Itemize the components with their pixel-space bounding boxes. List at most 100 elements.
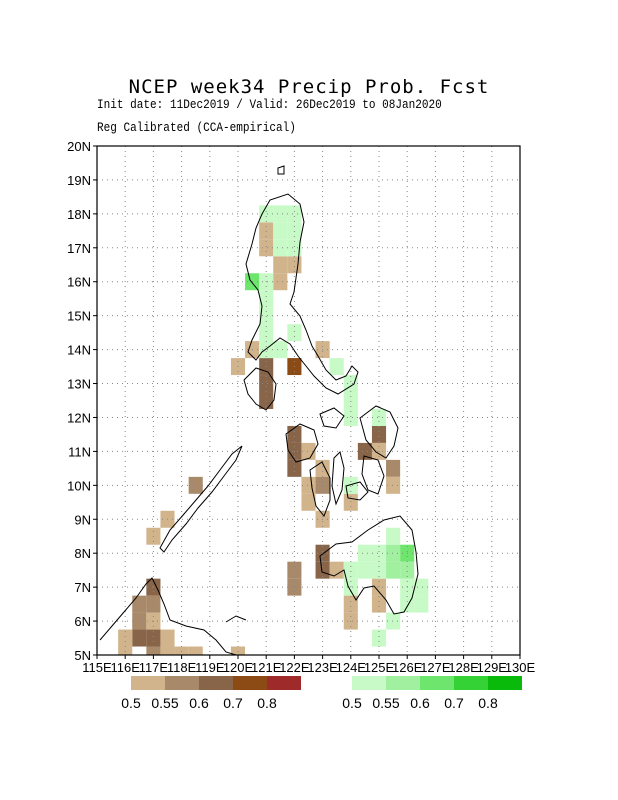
wet-probability-cell [371, 408, 387, 426]
dry-colorbar-label: 0.5 [121, 695, 141, 711]
coastline-mindoro [243, 367, 277, 411]
wet-probability-cell [329, 358, 344, 376]
lon-tick-label: 126E [392, 660, 423, 675]
wet-probability-cell [259, 307, 274, 325]
lon-tick-label: 127E [420, 660, 451, 675]
dry-probability-cell [287, 578, 302, 596]
wet-probability-cell [287, 205, 302, 223]
dry-probability-cell [386, 476, 401, 494]
wet-probability-cell [400, 561, 415, 579]
dry-probability-cell [230, 646, 246, 655]
wet-probability-cell [287, 239, 302, 257]
wet-colorbar-label: 0.6 [410, 695, 430, 711]
dry-probability-cell [132, 595, 147, 613]
wet-colorbar-label: 0.5 [342, 695, 362, 711]
lat-tick-label: 7N [74, 580, 91, 595]
wet-probability-cell [371, 544, 387, 562]
plot-frame [96, 145, 521, 656]
wet-colorbar-swatch [488, 676, 522, 690]
dry-probability-cell [287, 459, 302, 477]
wet-probability-cell [386, 612, 401, 630]
wet-colorbar-label: 0.8 [478, 695, 498, 711]
wet-probability-cell [287, 324, 302, 342]
lon-tick-label: 117E [139, 660, 169, 675]
dry-probability-cell [259, 375, 274, 393]
dry-probability-cell [146, 646, 161, 655]
wet-probability-cell [343, 476, 358, 494]
wet-colorbar-swatch [352, 676, 386, 690]
dry-probability-cell [118, 646, 133, 655]
dry-probability-cell [146, 595, 161, 613]
dry-probability-cell [301, 442, 316, 460]
lat-tick-label: 5N [74, 648, 91, 663]
lat-tick-label: 10N [67, 478, 91, 493]
dry-probability-cell [287, 561, 302, 579]
coastline-bohol [345, 481, 369, 501]
lat-tick-label: 14N [67, 343, 91, 358]
dry-probability-cell [188, 476, 203, 494]
dry-probability-cell [160, 629, 175, 647]
longitude-ticks: 115E116E117E118E119E120E121E122E123E124E… [82, 655, 536, 675]
coastline-cebu [331, 451, 345, 506]
dry-probability-cell [188, 646, 203, 655]
lon-tick-label: 130E [505, 660, 536, 675]
dry-colorbar-swatch [165, 676, 199, 690]
dry-colorbar-label: 0.7 [223, 695, 243, 711]
wet-probability-cell [371, 561, 387, 579]
dry-probability-cell [301, 476, 316, 494]
wet-probability-cell [357, 561, 372, 579]
coastline-palawan [159, 445, 243, 553]
lon-tick-label: 124E [336, 660, 367, 675]
wet-probability-cell [343, 392, 358, 409]
lat-tick-label: 12N [67, 410, 91, 425]
coastline-samar [359, 405, 399, 459]
wet-probability-cell [357, 544, 372, 562]
coastline-borneo-north [99, 577, 237, 655]
lat-tick-label: 6N [74, 614, 91, 629]
wet-probability-cell [287, 222, 302, 240]
coastline-panay [285, 423, 319, 463]
lat-tick-label: 18N [67, 207, 91, 222]
dry-probability-cell [273, 256, 288, 274]
coastline-luzon [245, 193, 359, 395]
lon-tick-label: 123E [307, 660, 338, 675]
dry-probability-cell [343, 493, 358, 511]
dry-probability-cell [315, 561, 330, 579]
wet-probability-cell [371, 629, 387, 647]
dry-probability-cell [357, 442, 372, 460]
dry-probability-cell [301, 493, 316, 511]
dry-colorbar-swatch [199, 676, 233, 690]
probability-cells [118, 205, 429, 655]
lat-tick-label: 15N [67, 309, 91, 324]
grid-lines [97, 146, 520, 655]
wet-colorbar-label: 0.55 [372, 695, 399, 711]
lon-tick-label: 125E [364, 660, 395, 675]
coastline-mindanao [319, 515, 419, 615]
wet-probability-cell [259, 290, 274, 308]
dry-probability-cell [259, 222, 274, 240]
wet-probability-cell [386, 561, 401, 579]
dry-probability-cell [371, 425, 387, 443]
wet-colorbar-swatch [420, 676, 454, 690]
dry-probability-cell [146, 629, 161, 647]
lat-tick-label: 17N [67, 241, 91, 256]
wet-probability-cell [259, 341, 274, 359]
colorbars: 0.5 0.55 0.6 0.7 0.8 0.5 0.55 0.6 0.7 0.8 [121, 676, 522, 711]
wet-probability-cell [414, 578, 429, 596]
dry-probability-cell [118, 629, 133, 647]
dry-probability-cell [160, 646, 175, 655]
coastline [99, 165, 419, 655]
lon-tick-label: 116E [110, 660, 140, 675]
dry-colorbar-label: 0.55 [151, 695, 178, 711]
latitude-ticks: 5N 6N 7N 8N 9N 10N 11N 12N 13N 14N 15N 16N 17N 18N 19N… [67, 139, 97, 663]
lon-tick-label: 129E [477, 660, 508, 675]
wet-probability-cell [343, 561, 358, 579]
lat-tick-label: 13N [67, 377, 91, 392]
coastline-sulu [225, 615, 247, 623]
calibration-method: Reg Calibrated (CCA-empirical) [97, 120, 296, 135]
dry-probability-cell [273, 273, 288, 291]
dry-probability-cell [343, 595, 358, 613]
wet-probability-cell [386, 544, 401, 562]
lat-tick-label: 11N [68, 444, 91, 459]
